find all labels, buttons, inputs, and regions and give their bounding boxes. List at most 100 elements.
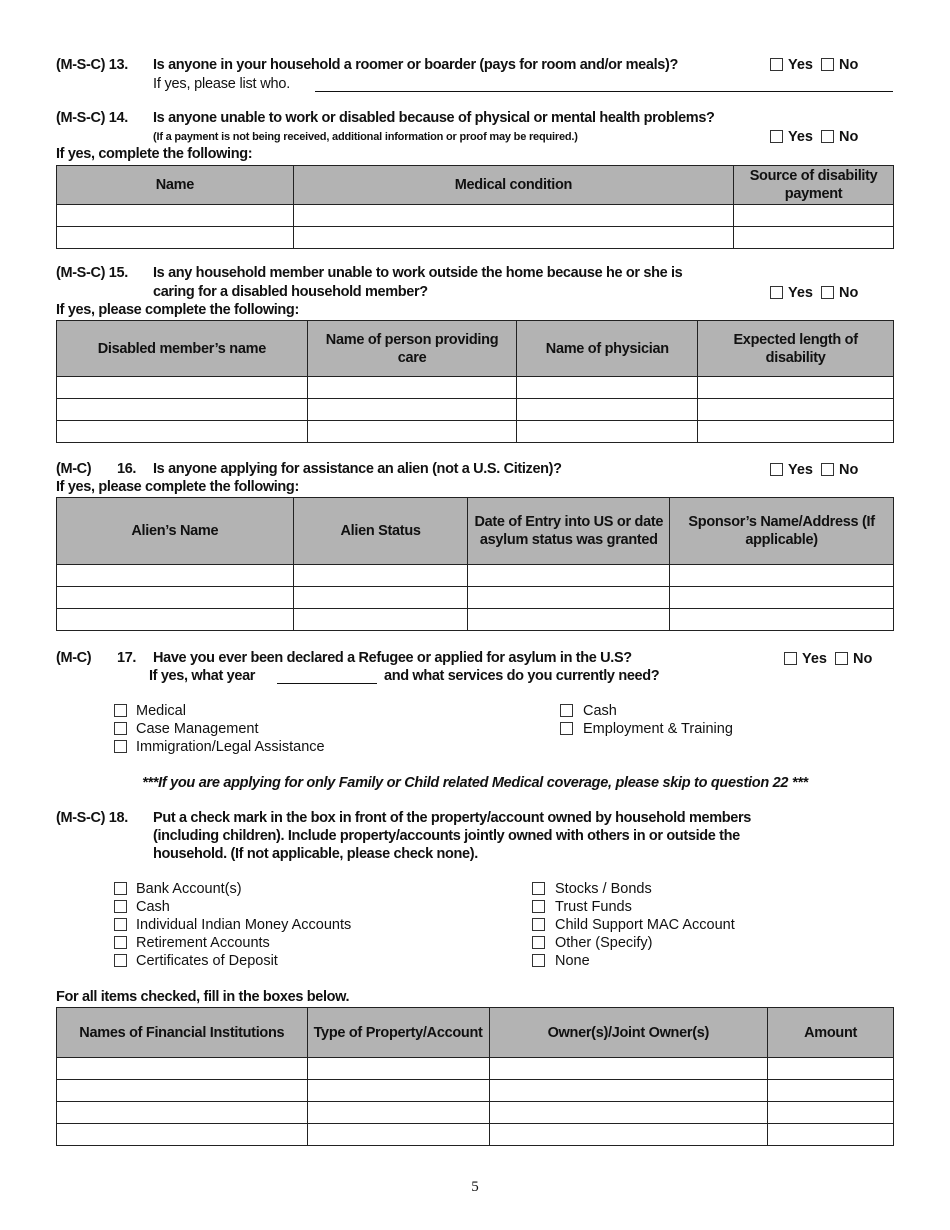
option-checkbox[interactable] bbox=[560, 704, 573, 717]
option-label: Medical bbox=[136, 703, 186, 719]
table-cell-input[interactable] bbox=[306, 1101, 490, 1124]
option-label: Cash bbox=[136, 899, 170, 915]
option-item[interactable]: Immigration/Legal Assistance bbox=[114, 739, 325, 755]
option-checkbox[interactable] bbox=[114, 722, 127, 735]
table-cell-input[interactable] bbox=[669, 564, 894, 587]
option-item[interactable]: Other (Specify) bbox=[532, 935, 653, 951]
q17-yes-checkbox[interactable] bbox=[784, 652, 797, 665]
option-item[interactable]: Case Management bbox=[114, 721, 259, 737]
option-checkbox[interactable] bbox=[114, 936, 127, 949]
table-cell-input[interactable] bbox=[56, 586, 294, 609]
option-item[interactable]: Child Support MAC Account bbox=[532, 917, 735, 933]
table-cell-input[interactable] bbox=[56, 1123, 308, 1146]
skip-note: ***If you are applying for only Family o… bbox=[142, 775, 808, 791]
q13-yes-checkbox[interactable] bbox=[770, 58, 783, 71]
option-checkbox[interactable] bbox=[114, 918, 127, 931]
q17-year-field[interactable] bbox=[277, 683, 377, 684]
option-checkbox[interactable] bbox=[114, 740, 127, 753]
option-item[interactable]: Bank Account(s) bbox=[114, 881, 242, 897]
option-item[interactable]: Stocks / Bonds bbox=[532, 881, 652, 897]
table-cell-input[interactable] bbox=[467, 586, 671, 609]
table-cell-input[interactable] bbox=[56, 608, 294, 631]
table-cell-input[interactable] bbox=[56, 376, 308, 399]
table-row bbox=[56, 1123, 894, 1146]
table-cell-input[interactable] bbox=[292, 586, 469, 609]
option-item[interactable]: None bbox=[532, 953, 590, 969]
option-checkbox[interactable] bbox=[532, 918, 545, 931]
q18-instruction: For all items checked, fill in the boxes… bbox=[56, 989, 350, 1005]
table-cell-input[interactable] bbox=[467, 564, 671, 587]
table-cell-input[interactable] bbox=[669, 586, 894, 609]
option-item[interactable]: Certificates of Deposit bbox=[114, 953, 278, 969]
table-cell-input[interactable] bbox=[697, 376, 894, 399]
q17-no-checkbox[interactable] bbox=[835, 652, 848, 665]
option-checkbox[interactable] bbox=[532, 954, 545, 967]
option-item[interactable]: Retirement Accounts bbox=[114, 935, 270, 951]
option-item[interactable]: Trust Funds bbox=[532, 899, 632, 915]
option-item[interactable]: Medical bbox=[114, 703, 186, 719]
option-checkbox[interactable] bbox=[532, 900, 545, 913]
table-cell-input[interactable] bbox=[516, 376, 699, 399]
table-cell-input[interactable] bbox=[516, 398, 699, 421]
table-cell-input[interactable] bbox=[56, 1101, 308, 1124]
q18-line2: (including children). Include property/a… bbox=[153, 828, 740, 844]
table-cell-input[interactable] bbox=[292, 204, 735, 227]
table-cell-input[interactable] bbox=[56, 420, 308, 443]
table-cell-input[interactable] bbox=[306, 376, 518, 399]
q18-financial-table: Names of Financial Institutions Type of P… bbox=[56, 1007, 894, 1146]
table-cell-input[interactable] bbox=[488, 1123, 769, 1146]
table-cell-input[interactable] bbox=[767, 1079, 894, 1102]
q16-yes-checkbox[interactable] bbox=[770, 463, 783, 476]
q14-yes-checkbox[interactable] bbox=[770, 130, 783, 143]
table-cell-input[interactable] bbox=[292, 564, 469, 587]
q15-no-checkbox[interactable] bbox=[821, 286, 834, 299]
table-cell-input[interactable] bbox=[733, 226, 894, 249]
q13-no-checkbox[interactable] bbox=[821, 58, 834, 71]
option-label: Immigration/Legal Assistance bbox=[136, 739, 325, 755]
q16-code: (M-C) bbox=[56, 461, 92, 477]
table-cell-input[interactable] bbox=[697, 420, 894, 443]
option-item[interactable]: Individual Indian Money Accounts bbox=[114, 917, 351, 933]
option-label: Other (Specify) bbox=[555, 935, 653, 951]
table-cell-input[interactable] bbox=[306, 420, 518, 443]
option-item[interactable]: Cash bbox=[114, 899, 170, 915]
q16-no-checkbox[interactable] bbox=[821, 463, 834, 476]
q15-yes-checkbox[interactable] bbox=[770, 286, 783, 299]
option-checkbox[interactable] bbox=[114, 882, 127, 895]
option-checkbox[interactable] bbox=[114, 704, 127, 717]
table-cell-input[interactable] bbox=[488, 1101, 769, 1124]
option-item[interactable]: Cash bbox=[560, 703, 617, 719]
table-cell-input[interactable] bbox=[56, 564, 294, 587]
option-checkbox[interactable] bbox=[114, 954, 127, 967]
table-cell-input[interactable] bbox=[488, 1057, 769, 1080]
table-cell-input[interactable] bbox=[56, 1057, 308, 1080]
option-checkbox[interactable] bbox=[532, 936, 545, 949]
table-cell-input[interactable] bbox=[767, 1101, 894, 1124]
table-cell-input[interactable] bbox=[767, 1057, 894, 1080]
table-cell-input[interactable] bbox=[697, 398, 894, 421]
table-cell-input[interactable] bbox=[56, 226, 294, 249]
q14-code: (M-S-C) 14. bbox=[56, 110, 128, 126]
table-cell-input[interactable] bbox=[306, 1057, 490, 1080]
table-cell-input[interactable] bbox=[56, 398, 308, 421]
table-cell-input[interactable] bbox=[306, 398, 518, 421]
table-cell-input[interactable] bbox=[488, 1079, 769, 1102]
table-cell-input[interactable] bbox=[306, 1079, 490, 1102]
table-row bbox=[56, 420, 894, 443]
option-item[interactable]: Employment & Training bbox=[560, 721, 733, 737]
table-cell-input[interactable] bbox=[516, 420, 699, 443]
table-cell-input[interactable] bbox=[292, 226, 735, 249]
option-checkbox[interactable] bbox=[532, 882, 545, 895]
table-cell-input[interactable] bbox=[292, 608, 469, 631]
table-cell-input[interactable] bbox=[669, 608, 894, 631]
table-cell-input[interactable] bbox=[733, 204, 894, 227]
option-checkbox[interactable] bbox=[114, 900, 127, 913]
option-checkbox[interactable] bbox=[560, 722, 573, 735]
q13-list-field[interactable] bbox=[315, 91, 893, 92]
table-cell-input[interactable] bbox=[306, 1123, 490, 1146]
table-cell-input[interactable] bbox=[56, 204, 294, 227]
table-cell-input[interactable] bbox=[767, 1123, 894, 1146]
q14-no-checkbox[interactable] bbox=[821, 130, 834, 143]
table-cell-input[interactable] bbox=[56, 1079, 308, 1102]
table-cell-input[interactable] bbox=[467, 608, 671, 631]
